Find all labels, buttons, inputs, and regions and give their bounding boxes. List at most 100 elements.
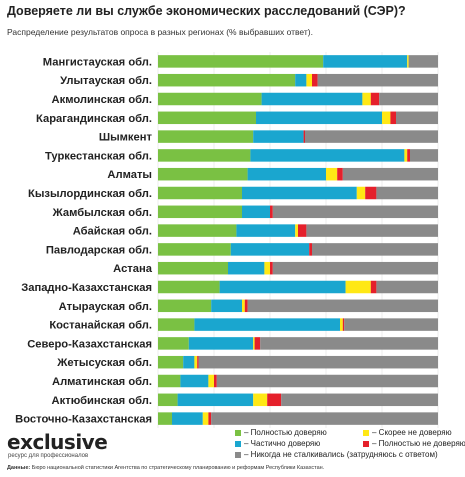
bar-segment-full-trust — [158, 92, 262, 106]
bar-segment-no-trust — [309, 243, 312, 256]
bar-segment-never-faced — [247, 299, 438, 313]
bar-segment-partial-trust — [228, 261, 265, 275]
category-label: Алматинская обл. — [52, 376, 152, 388]
bar-segment-full-trust — [158, 355, 184, 369]
bar-segment-never-faced — [272, 261, 438, 275]
legend-swatch-never-faced — [235, 451, 241, 458]
bar-segment-rather-not — [202, 412, 209, 425]
legend-swatch-partial-trust — [235, 440, 241, 447]
stacked-bar-chart: Мангистауская обл. Улытауская обл. Акмолин… — [15, 52, 439, 428]
category-label: Жамбылская обл. — [52, 207, 152, 219]
category-label: Атырауская обл. — [59, 301, 152, 313]
bar-segment-rather-not — [295, 224, 298, 237]
bar-segment-partial-trust — [236, 224, 296, 237]
bar-segment-rather-not — [382, 111, 391, 125]
chart-title: Доверяете ли вы службе экономических рас… — [7, 4, 406, 18]
bar-segment-partial-trust — [242, 186, 357, 200]
bar-segment-no-trust — [244, 299, 248, 313]
category-label: Алматы — [107, 169, 152, 181]
category-label: Костанайская обл. — [49, 320, 152, 332]
chart-legend: – Полностью доверяю – Скорее не доверяю … — [235, 428, 465, 464]
bar-segment-rather-not — [407, 55, 409, 68]
bar-segment-never-faced — [396, 111, 438, 125]
bar-segment-never-faced — [281, 393, 438, 407]
bar-segment-partial-trust — [295, 73, 307, 87]
bar-segment-rather-not — [340, 318, 343, 331]
category-label: Астана — [113, 263, 153, 275]
bar-segment-full-trust — [158, 374, 181, 388]
bar-segment-rather-not — [356, 186, 366, 200]
bar-segment-rather-not — [306, 73, 312, 87]
bar-segment-never-faced — [306, 224, 438, 237]
bar-segment-partial-trust — [247, 167, 326, 181]
bar-segment-never-faced — [376, 280, 438, 294]
bar-segment-never-faced — [342, 167, 438, 181]
bar-segment-partial-trust — [230, 243, 310, 256]
bar-segment-no-trust — [254, 337, 261, 350]
bar-segment-no-trust — [214, 374, 217, 388]
bar-segment-full-trust — [158, 111, 256, 125]
legend-label-full-trust: – Полностью доверяю — [244, 428, 327, 437]
category-label: Кызылординская обл. — [28, 188, 152, 200]
bar-segment-never-faced — [198, 355, 438, 369]
bar-segment-never-faced — [305, 130, 438, 143]
bar-segment-no-trust — [312, 73, 318, 87]
bar-segment-full-trust — [158, 280, 220, 294]
bar-segment-partial-trust — [172, 412, 203, 425]
legend-item-partial-trust: – Частично доверяю — [235, 439, 320, 448]
bar-segment-full-trust — [158, 243, 231, 256]
bar-segment-rather-not — [253, 393, 268, 407]
bar-segment-rather-not — [362, 92, 371, 106]
legend-label-partial-trust: – Частично доверяю — [244, 439, 321, 448]
bar-segment-partial-trust — [253, 130, 304, 143]
category-label: Абайская обл. — [73, 226, 152, 238]
bar-segment-full-trust — [158, 55, 324, 68]
category-label: Северо-Казахстанская — [27, 338, 152, 350]
legend-label-no-trust: – Полностью не доверяю — [372, 439, 465, 448]
legend-swatch-rather-not — [363, 429, 369, 436]
bar-segment-rather-not — [194, 355, 198, 369]
source-label: Данные: — [7, 465, 31, 471]
legend-swatch-full-trust — [235, 429, 241, 436]
bar-segment-partial-trust — [261, 92, 363, 106]
bar-segment-rather-not — [404, 149, 408, 162]
bar-segment-full-trust — [158, 186, 242, 200]
bar-segment-rather-not — [208, 374, 214, 388]
bar-segment-full-trust — [158, 393, 178, 407]
bar-segment-no-trust — [342, 318, 345, 331]
bar-segment-never-faced — [211, 412, 438, 425]
logo-text: exclusive — [7, 430, 108, 454]
bar-segment-rather-not — [253, 337, 255, 350]
logo-subtitle: ресурс для профессионалов — [8, 453, 89, 459]
bar-segment-full-trust — [158, 149, 251, 162]
legend-label-never-faced: – Никогда не сталкивались (затрудняюсь с… — [244, 450, 438, 459]
bar-segment-full-trust — [158, 299, 212, 313]
bar-segment-no-trust — [407, 149, 410, 162]
category-label: Карагандинская обл. — [36, 113, 152, 125]
bar-segment-rather-not — [264, 261, 270, 275]
bar-segment-no-trust — [197, 355, 199, 369]
bar-segment-no-trust — [270, 261, 273, 275]
bar-segment-never-faced — [379, 92, 438, 106]
bar-segment-partial-trust — [188, 337, 254, 350]
legend-item-no-trust: – Полностью не доверяю — [363, 439, 465, 448]
category-label: Жетысуская обл. — [56, 357, 152, 369]
bar-segment-partial-trust — [194, 318, 340, 331]
bar-segment-full-trust — [158, 130, 254, 143]
bar-segment-no-trust — [370, 92, 380, 106]
bar-segment-partial-trust — [183, 355, 195, 369]
source-text: Бюро национальной статистики Агентства п… — [31, 465, 325, 471]
bar-segment-never-faced — [312, 243, 438, 256]
bar-segment-full-trust — [158, 261, 228, 275]
bar-segment-full-trust — [158, 167, 248, 181]
bar-segment-partial-trust — [242, 205, 270, 219]
category-label: Павлодарская обл. — [46, 244, 152, 256]
bar-segment-full-trust — [158, 205, 242, 219]
bar-segment-never-faced — [376, 186, 438, 200]
legend-item-rather-not: – Скорее не доверяю — [363, 428, 452, 437]
brand-logo: exclusive — [7, 432, 127, 456]
legend-label-rather-not: – Скорее не доверяю — [372, 428, 452, 437]
legend-swatch-no-trust — [363, 440, 369, 447]
bar-segment-full-trust — [158, 337, 189, 350]
bar-segment-no-trust — [390, 111, 396, 125]
